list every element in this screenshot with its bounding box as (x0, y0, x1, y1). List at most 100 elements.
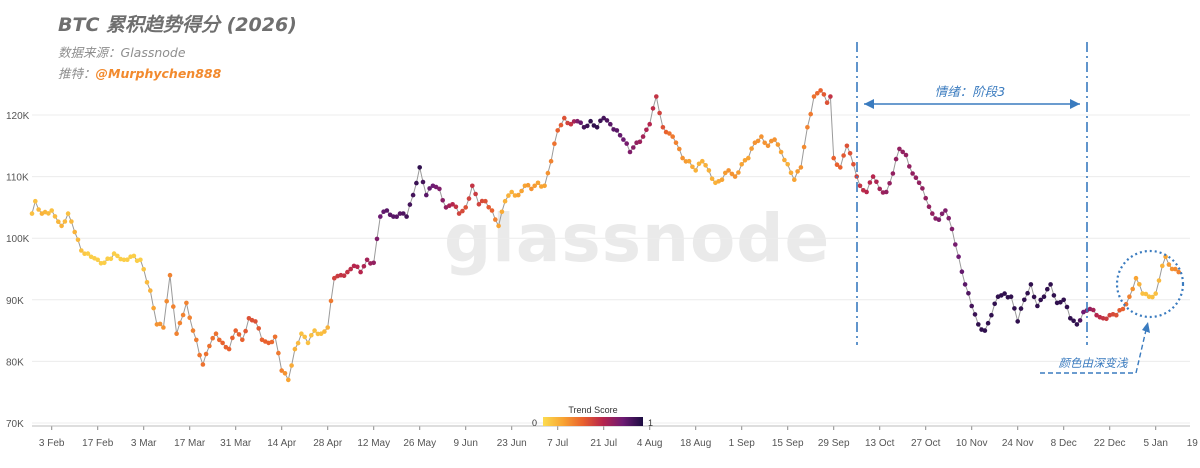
data-point (69, 219, 74, 224)
data-point (95, 257, 100, 263)
data-point (384, 208, 390, 213)
data-point (729, 171, 735, 177)
data-point (506, 193, 511, 198)
y-tick-label: 80K (6, 357, 24, 368)
data-point (1130, 286, 1135, 292)
data-point (125, 257, 130, 263)
y-tick-label: 90K (6, 296, 24, 307)
data-point (479, 198, 485, 204)
data-point (601, 115, 606, 121)
data-point (141, 267, 146, 272)
data-point (230, 335, 235, 341)
data-point (614, 128, 620, 133)
data-point (519, 188, 524, 194)
data-point (831, 155, 836, 161)
colorbar (543, 417, 643, 426)
data-point (525, 182, 531, 188)
data-point (686, 158, 692, 164)
data-point (1173, 266, 1178, 272)
x-tick-label: 21 Jul (590, 438, 617, 449)
data-point (121, 257, 127, 263)
data-point (1104, 316, 1109, 322)
data-point (706, 168, 712, 173)
data-point (792, 177, 797, 182)
data-point (962, 282, 968, 287)
data-point (916, 180, 922, 186)
x-tick-label: 4 Aug (637, 438, 663, 449)
data-point (115, 253, 120, 259)
data-point (535, 180, 541, 186)
data-point (946, 215, 951, 221)
data-point (703, 163, 708, 168)
x-tick-label: 28 Apr (313, 438, 343, 449)
data-point (483, 198, 488, 204)
data-point (571, 119, 577, 124)
data-point (867, 180, 873, 185)
data-point (148, 288, 153, 293)
x-tick-label: 8 Dec (1051, 438, 1077, 449)
data-point (256, 326, 262, 331)
data-point (226, 346, 232, 352)
data-point (795, 169, 800, 174)
data-point (279, 368, 285, 373)
data-point (772, 137, 777, 142)
data-point (834, 162, 840, 167)
data-point (440, 198, 446, 203)
colorbar-min-label: 0 (532, 418, 537, 428)
data-point (473, 191, 478, 197)
data-point (427, 186, 432, 191)
data-point (604, 118, 610, 123)
x-tick-label: 17 Mar (174, 438, 206, 449)
data-point (1150, 294, 1155, 300)
data-point (309, 333, 314, 338)
x-tick-label: 14 Apr (267, 438, 297, 449)
callout-leader (1040, 329, 1147, 374)
data-point (190, 328, 196, 333)
data-point (798, 165, 804, 170)
data-point (805, 125, 810, 130)
data-point (1015, 319, 1020, 324)
data-point (594, 125, 600, 130)
data-point (217, 337, 222, 343)
data-point (926, 204, 932, 209)
data-point (617, 133, 623, 138)
data-point (276, 350, 281, 356)
data-point (1045, 286, 1050, 292)
data-point (657, 110, 662, 116)
data-point (828, 94, 833, 99)
author-credit: 推特：@Murphychen888 (58, 63, 221, 82)
data-point (897, 146, 902, 152)
data-point (1025, 290, 1030, 296)
source-label: 数据来源： (58, 45, 121, 60)
data-point (328, 298, 334, 304)
x-tick-label: 7 Jul (547, 438, 568, 449)
data-point (289, 363, 294, 368)
data-point (972, 312, 978, 317)
x-tick-label: 18 Aug (680, 438, 711, 449)
data-point (838, 165, 843, 170)
data-point (1012, 306, 1017, 311)
data-point (1156, 278, 1162, 283)
author-handle[interactable]: @Murphychen888 (95, 66, 222, 81)
data-point (424, 192, 429, 198)
data-point (509, 189, 514, 195)
data-point (624, 141, 629, 146)
color-change-note: 颜色由深变浅 (1059, 356, 1129, 370)
x-tick-label: 5 Jan (1143, 438, 1167, 449)
data-point (404, 214, 409, 219)
x-tick-label: 12 May (357, 438, 390, 449)
data-point (627, 149, 633, 155)
data-point (982, 328, 988, 333)
data-point (956, 254, 961, 259)
data-point (157, 321, 163, 327)
data-point (138, 257, 143, 263)
data-point (236, 332, 242, 337)
data-point (286, 377, 291, 383)
x-tick-label: 9 Jun (453, 438, 477, 449)
data-point (939, 211, 945, 217)
data-point (749, 146, 754, 151)
data-point (808, 111, 813, 117)
data-point (1153, 291, 1158, 296)
data-point (755, 138, 761, 144)
data-point (496, 223, 501, 229)
